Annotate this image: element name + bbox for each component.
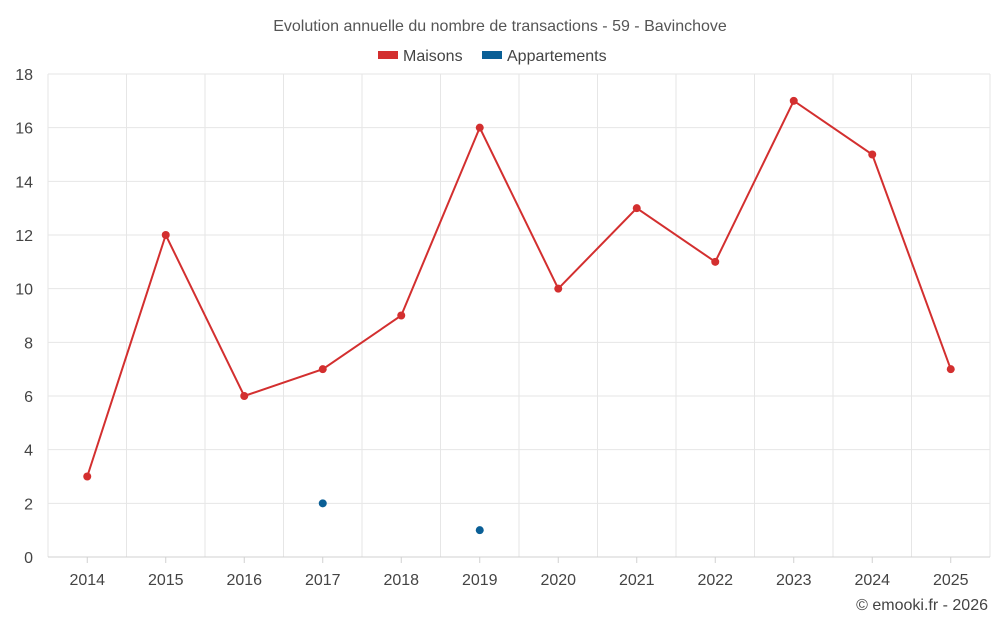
series-maisons bbox=[83, 96, 955, 481]
data-point-maisons-2016[interactable] bbox=[240, 392, 249, 400]
series bbox=[83, 96, 955, 535]
x-tick-label: 2024 bbox=[854, 572, 890, 589]
x-tick-label: 2019 bbox=[462, 572, 498, 589]
y-tick-label: 14 bbox=[15, 174, 33, 191]
data-point-maisons-2022[interactable] bbox=[711, 257, 720, 266]
x-tick-label: 2018 bbox=[383, 572, 419, 589]
data-point-maisons-2020[interactable] bbox=[554, 284, 563, 293]
axes: 0 2 4 6 8 10 12 14 16 18 2014 2015 2016 2017 2018 2019 2… bbox=[15, 67, 990, 589]
x-tick-label: 2014 bbox=[69, 572, 105, 589]
data-point-maisons-2019[interactable] bbox=[475, 123, 484, 132]
x-tick-label: 2015 bbox=[148, 572, 184, 589]
data-point-maisons-2014[interactable] bbox=[83, 472, 92, 481]
legend-swatch-maisons bbox=[378, 51, 398, 59]
x-tick-label: 2017 bbox=[305, 572, 341, 589]
legend: Maisons Appartements bbox=[378, 48, 607, 65]
y-tick-label: 2 bbox=[24, 496, 33, 513]
legend-label-maisons: Maisons bbox=[403, 48, 463, 65]
series-line-maisons bbox=[86, 99, 952, 477]
x-tick-label: 2020 bbox=[540, 572, 576, 589]
data-point-appartements-2019[interactable] bbox=[475, 526, 484, 535]
data-point-maisons-2023[interactable] bbox=[789, 96, 798, 105]
y-tick-label: 6 bbox=[24, 389, 33, 406]
credit-text: © emooki.fr - 2026 bbox=[856, 597, 988, 614]
x-tick-label: 2022 bbox=[697, 572, 733, 589]
data-point-maisons-2018[interactable] bbox=[397, 311, 406, 320]
legend-item-maisons[interactable]: Maisons bbox=[378, 48, 463, 65]
y-tick-label: 18 bbox=[15, 67, 33, 84]
y-tick-label: 0 bbox=[24, 550, 33, 567]
legend-item-appartements[interactable]: Appartements bbox=[482, 48, 607, 65]
data-point-appartements-2017[interactable] bbox=[318, 499, 327, 508]
legend-label-appartements: Appartements bbox=[507, 48, 607, 65]
x-tick-label: 2021 bbox=[619, 572, 655, 589]
series-appartements bbox=[318, 499, 484, 535]
data-point-maisons-2015[interactable] bbox=[161, 231, 170, 239]
y-tick-label: 10 bbox=[15, 282, 33, 299]
chart-title: Evolution annuelle du nombre de transact… bbox=[273, 18, 727, 35]
data-point-maisons-2024[interactable] bbox=[868, 150, 877, 159]
x-tick-label: 2023 bbox=[776, 572, 812, 589]
y-tick-label: 8 bbox=[24, 335, 33, 352]
x-tick-label: 2025 bbox=[933, 572, 969, 589]
grid bbox=[47, 73, 991, 558]
legend-swatch-appartements bbox=[482, 51, 502, 59]
x-tick-label: 2016 bbox=[226, 572, 262, 589]
y-tick-label: 4 bbox=[24, 443, 33, 460]
data-point-maisons-2021[interactable] bbox=[632, 204, 641, 213]
y-tick-label: 12 bbox=[15, 228, 33, 245]
data-point-maisons-2025[interactable] bbox=[946, 365, 955, 374]
y-tick-label: 16 bbox=[15, 121, 33, 138]
data-point-maisons-2017[interactable] bbox=[318, 365, 327, 374]
